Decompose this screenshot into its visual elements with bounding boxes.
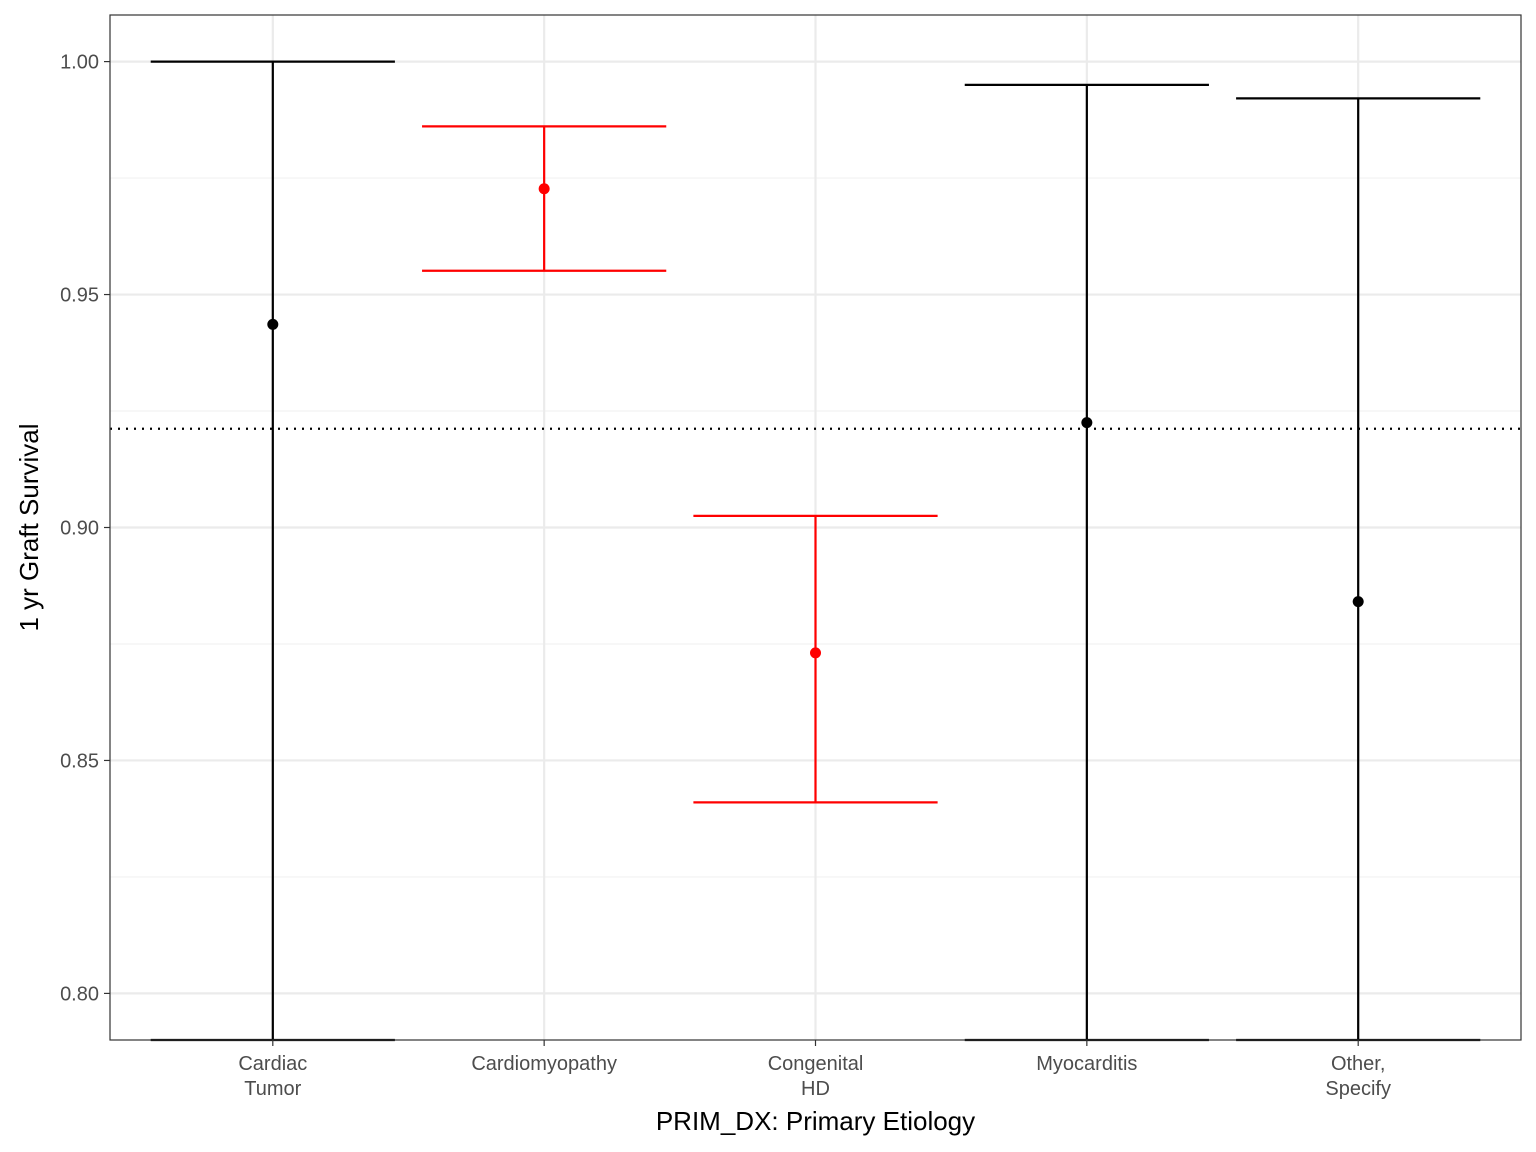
x-tick-label: Congenital HD [768,1053,864,1100]
y-axis-title: 1 yr Graft Survival [14,423,44,631]
point-estimate [1352,596,1364,608]
x-axis-title: PRIM_DX: Primary Etiology [656,1106,975,1136]
axes: 0.80 0.85 0.90 0.95 1.00 Cardiac Tumor Cardiomy… [60,52,1391,1100]
y-tick-label: 0.85 [60,750,99,772]
x-tick-label: Cardiac Tumor [238,1053,307,1100]
y-tick-label: 0.80 [60,983,99,1005]
x-tick-label: Cardiomyopathy [471,1053,617,1075]
x-tick-label: Myocarditis [1036,1053,1137,1075]
x-tick-label: Other, Specify [1325,1053,1391,1100]
errorbar-1 [422,125,667,272]
point-estimate [1081,417,1093,429]
y-tick-label: 0.90 [60,518,99,540]
point-estimate [267,318,279,330]
y-tick-label: 0.95 [60,285,99,307]
point-estimate [538,183,550,195]
y-tick-label: 1.00 [60,52,99,74]
point-estimate [810,647,821,659]
errorbar-2 [693,514,938,804]
